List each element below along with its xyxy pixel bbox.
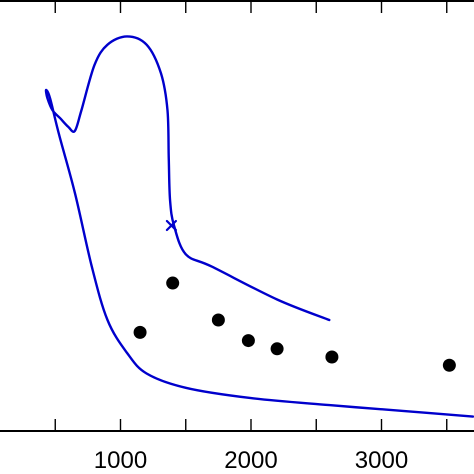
x-tick-label: 1000 — [94, 447, 147, 474]
x-tick-label: 3000 — [355, 447, 408, 474]
series-curve — [44, 35, 474, 418]
data-point — [442, 358, 456, 372]
cross-marker-stroke — [165, 219, 177, 232]
x-tick-labels: 1000 2000 3000 — [94, 447, 408, 474]
data-point — [241, 334, 255, 348]
bottom-axis-ticks — [54, 419, 448, 431]
data-point — [270, 342, 284, 356]
x-tick-label: 2000 — [224, 447, 277, 474]
data-point — [166, 276, 180, 290]
data-point — [133, 325, 147, 339]
data-point — [211, 313, 225, 327]
top-axis-ticks — [54, 1, 448, 13]
cross-marker — [165, 219, 177, 232]
data-points — [133, 276, 456, 372]
data-point — [325, 350, 339, 364]
